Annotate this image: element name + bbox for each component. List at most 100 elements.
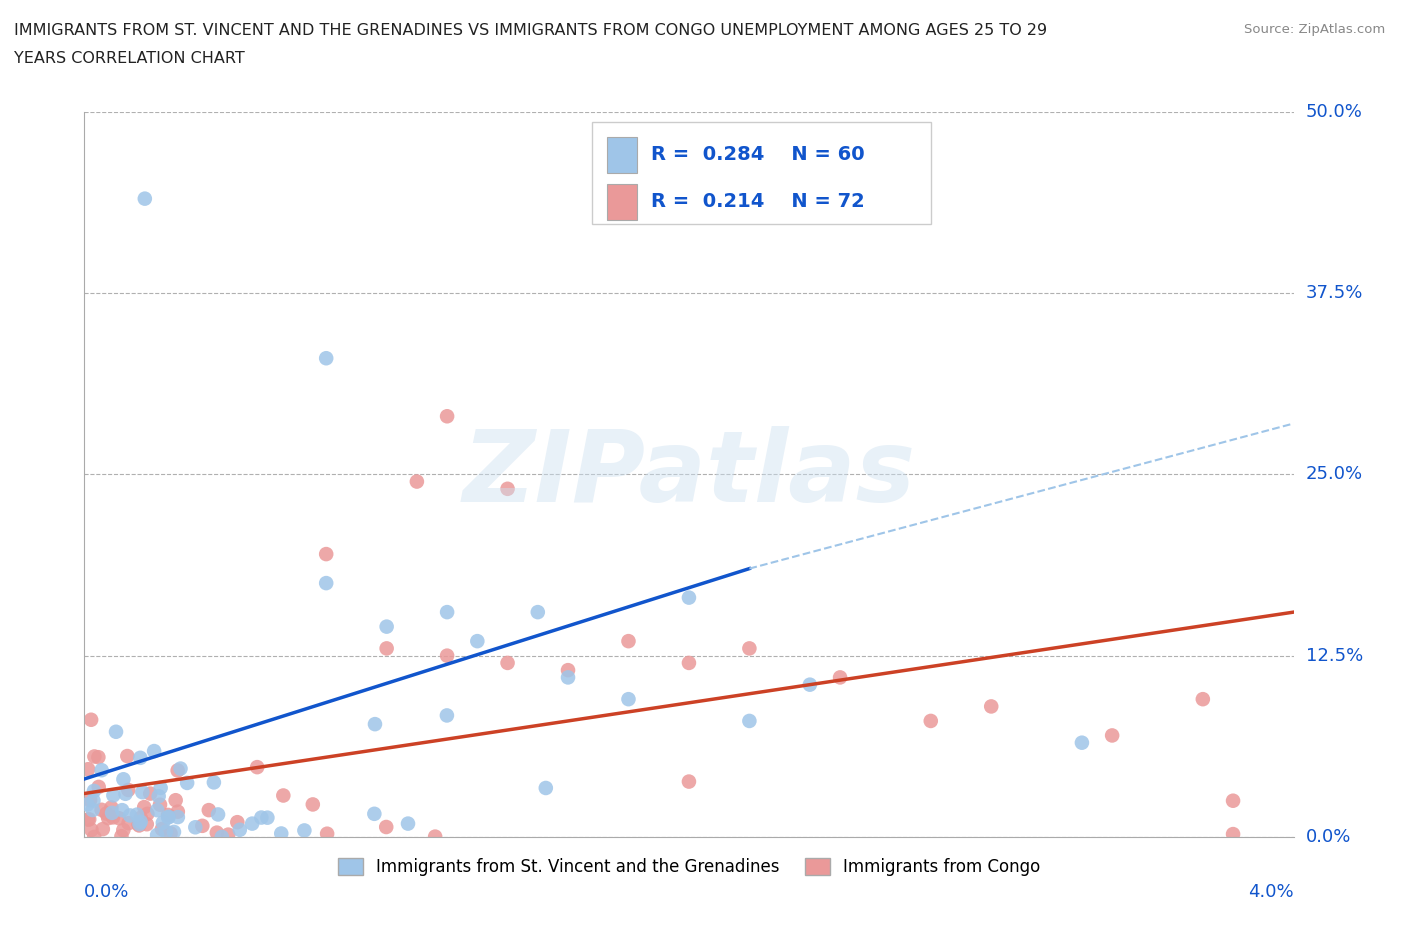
Point <box>91 821 114 836</box>
Point <box>87 779 110 794</box>
Point <box>80 822 103 837</box>
Point <box>87 750 110 764</box>
Point <box>496 482 519 497</box>
Point <box>980 699 1002 714</box>
Point <box>198 803 221 817</box>
Point <box>1222 827 1244 842</box>
Point <box>270 826 292 841</box>
Point <box>207 807 229 822</box>
Point <box>101 810 124 825</box>
Point <box>1192 692 1215 707</box>
Point <box>129 815 152 830</box>
Point <box>77 812 100 827</box>
Point <box>83 783 105 798</box>
Point <box>240 817 263 831</box>
Point <box>316 826 339 841</box>
Point <box>375 819 398 834</box>
Point <box>143 744 166 759</box>
Legend: Immigrants from St. Vincent and the Grenadines, Immigrants from Congo: Immigrants from St. Vincent and the Gren… <box>330 852 1047 883</box>
Point <box>678 774 700 789</box>
Point <box>1222 793 1244 808</box>
Point <box>112 772 135 787</box>
FancyBboxPatch shape <box>607 137 637 173</box>
Point <box>678 656 700 671</box>
Point <box>80 712 103 727</box>
FancyBboxPatch shape <box>607 183 637 219</box>
Point <box>364 717 387 732</box>
Point <box>117 816 139 830</box>
Point <box>496 656 519 671</box>
Point <box>166 763 188 777</box>
Point <box>135 817 157 831</box>
Point <box>315 351 337 365</box>
Point <box>83 749 105 764</box>
Point <box>738 641 761 656</box>
Point <box>678 591 700 605</box>
Point <box>273 788 295 803</box>
FancyBboxPatch shape <box>592 123 931 224</box>
Point <box>166 804 188 819</box>
Point <box>83 830 105 844</box>
Point <box>301 797 323 812</box>
Point <box>114 787 136 802</box>
Point <box>150 821 173 836</box>
Point <box>112 823 135 838</box>
Point <box>149 780 172 795</box>
Point <box>436 409 458 424</box>
Point <box>90 803 112 817</box>
Text: R =  0.214    N = 72: R = 0.214 N = 72 <box>651 193 865 211</box>
Point <box>617 633 640 648</box>
Point <box>157 810 180 825</box>
Point <box>77 762 100 777</box>
Point <box>155 824 177 839</box>
Point <box>256 810 278 825</box>
Point <box>738 713 761 728</box>
Point <box>96 806 118 821</box>
Text: ZIPatlas: ZIPatlas <box>463 426 915 523</box>
Point <box>423 830 446 844</box>
Text: 50.0%: 50.0% <box>1306 102 1362 121</box>
Point <box>97 811 120 826</box>
Point <box>76 797 98 812</box>
Point <box>90 763 112 777</box>
Point <box>205 825 228 840</box>
Point <box>467 633 489 648</box>
Point <box>128 818 150 833</box>
Point <box>139 786 162 801</box>
Point <box>108 811 131 826</box>
Point <box>406 474 429 489</box>
Point <box>176 776 198 790</box>
Point <box>134 192 156 206</box>
Point <box>146 803 169 817</box>
Point <box>226 815 249 830</box>
Point <box>128 817 150 831</box>
Point <box>202 775 225 790</box>
Point <box>436 648 458 663</box>
Point <box>129 810 152 825</box>
Point <box>169 761 191 776</box>
Text: 25.0%: 25.0% <box>1306 465 1362 484</box>
Point <box>229 822 252 837</box>
Text: 12.5%: 12.5% <box>1306 646 1362 665</box>
Point <box>105 724 128 739</box>
Point <box>557 670 579 684</box>
Point <box>396 817 419 831</box>
Text: Source: ZipAtlas.com: Source: ZipAtlas.com <box>1244 23 1385 36</box>
Text: R =  0.284    N = 60: R = 0.284 N = 60 <box>651 145 865 165</box>
Point <box>118 808 141 823</box>
Text: 0.0%: 0.0% <box>84 884 129 901</box>
Point <box>217 827 239 842</box>
Point <box>157 807 180 822</box>
Point <box>375 619 398 634</box>
Point <box>830 670 852 684</box>
Point <box>315 547 337 562</box>
Point <box>363 806 385 821</box>
Point <box>129 751 152 765</box>
Text: IMMIGRANTS FROM ST. VINCENT AND THE GRENADINES VS IMMIGRANTS FROM CONGO UNEMPLOY: IMMIGRANTS FROM ST. VINCENT AND THE GREN… <box>14 23 1047 38</box>
Point <box>292 823 315 838</box>
Point <box>131 785 153 800</box>
Point <box>103 788 125 803</box>
Point <box>1101 728 1123 743</box>
Point <box>149 797 172 812</box>
Point <box>125 807 148 822</box>
